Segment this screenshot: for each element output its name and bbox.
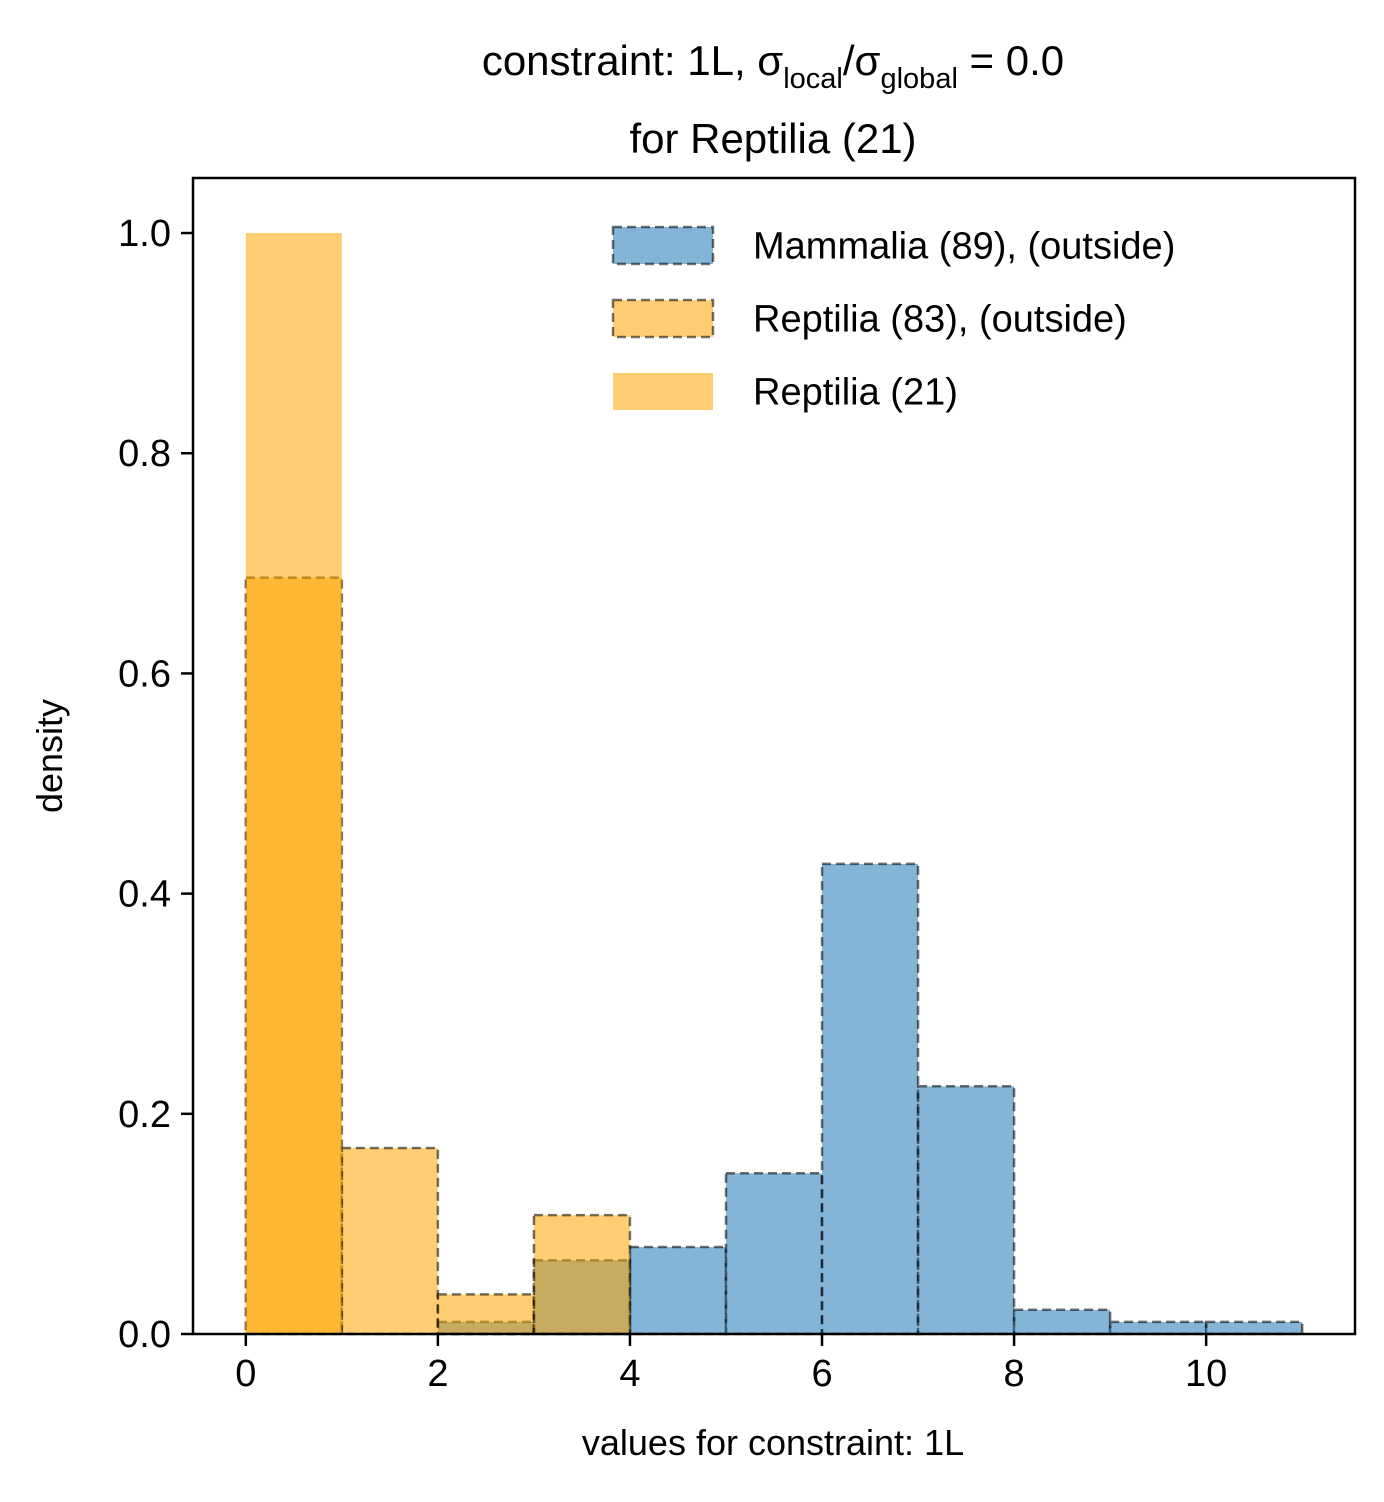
x-tick-label: 2 [427, 1353, 448, 1395]
x-tick-label: 0 [235, 1353, 256, 1395]
x-tick-label: 10 [1185, 1353, 1227, 1395]
bar-series1-bin10 [1204, 1320, 1304, 1336]
title-sub-global: global [880, 63, 957, 95]
bar-series3-bin0 [245, 233, 342, 1335]
legend-label-2: Reptilia (83), (outside) [753, 299, 1127, 341]
y-tick-label: 0.0 [118, 1314, 171, 1356]
y-tick-label: 0.4 [118, 874, 171, 916]
bar-series2-bin3 [532, 1213, 632, 1336]
bar-series1-bin8 [1012, 1308, 1112, 1336]
plot-frame [191, 176, 1357, 1336]
legend: Mammalia (89), (outside) Reptilia (83), (… [611, 225, 1175, 414]
title-suffix: = 0.0 [958, 37, 1064, 84]
x-tick-label: 4 [619, 1353, 640, 1395]
y-tick-label: 1.0 [118, 213, 171, 255]
y-tick-label: 0.8 [118, 433, 171, 475]
title-sub-local: local [783, 63, 843, 95]
title-mid: /σ [843, 37, 881, 84]
legend-label-1: Mammalia (89), (outside) [753, 226, 1175, 268]
chart-title-line1: constraint: 1L, σlocal/σglobal = 0.0 [482, 37, 1064, 95]
bar-series1-bin5 [724, 1172, 824, 1336]
bar-series1-bin4 [628, 1245, 728, 1336]
chart-title-line2: for Reptilia (21) [629, 115, 916, 162]
bar-series2-bin2 [436, 1293, 536, 1336]
legend-patch-1 [611, 225, 715, 266]
y-tick-label: 0.6 [118, 653, 171, 695]
bar-series1-bin6 [820, 862, 920, 1336]
title-prefix: constraint: 1L, σ [482, 37, 783, 84]
bar-series2-bin1 [340, 1146, 440, 1336]
bars-group [244, 233, 1304, 1336]
ticks-group: 0 2 4 6 8 10 0.0 0.2 0.4 0.6 0.8 1.0 [118, 213, 1227, 1395]
y-axis-label: density [29, 699, 70, 813]
bar-series1-bin7 [916, 1085, 1016, 1336]
x-tick-label: 6 [811, 1353, 832, 1395]
y-tick-label: 0.2 [118, 1094, 171, 1136]
x-axis-label: values for constraint: 1L [582, 1422, 964, 1463]
legend-patch-2 [611, 298, 715, 339]
legend-patch-3 [613, 373, 713, 410]
x-tick-label: 8 [1004, 1353, 1025, 1395]
legend-label-3: Reptilia (21) [753, 372, 958, 414]
bar-series1-bin9 [1108, 1320, 1208, 1336]
